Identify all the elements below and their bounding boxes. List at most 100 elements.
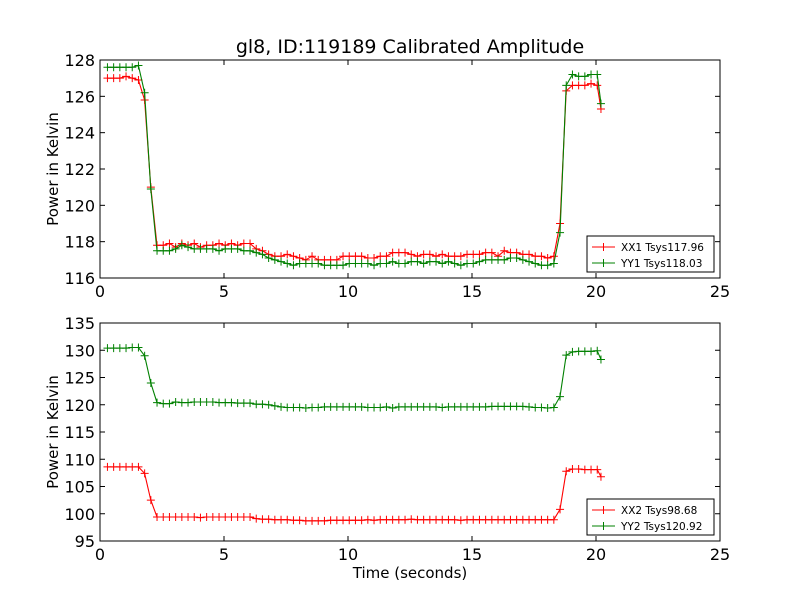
- x-tick-label: 15: [462, 282, 482, 301]
- data-point: [593, 465, 602, 474]
- data-point: [481, 402, 490, 411]
- data-point: [580, 72, 589, 81]
- data-point: [487, 248, 496, 257]
- data-point: [438, 259, 447, 268]
- data-point: [562, 351, 571, 360]
- data-point: [531, 259, 540, 268]
- data-point: [556, 228, 565, 237]
- data-point: [438, 403, 447, 412]
- data-point: [537, 403, 546, 412]
- data-point: [301, 404, 310, 413]
- data-point: [153, 398, 162, 407]
- y-tick-label: 124: [64, 124, 95, 143]
- data-point: [295, 516, 304, 525]
- legend-marker: [599, 243, 608, 251]
- data-point: [370, 516, 379, 525]
- data-point: [388, 257, 397, 266]
- subplot-2: 0 5 10 15 20 25 95 100 105 110 115 120 125 130 135 Powe…: [44, 314, 730, 564]
- data-point: [146, 378, 155, 387]
- y-tick-label: 120: [64, 196, 95, 215]
- data-point: [450, 515, 459, 524]
- data-point: [233, 244, 242, 253]
- data-point: [283, 250, 292, 259]
- data-point: [407, 515, 416, 524]
- data-point: [543, 254, 552, 263]
- data-point: [475, 250, 484, 259]
- data-point: [382, 252, 391, 261]
- data-point: [134, 343, 143, 352]
- data-point: [562, 81, 571, 90]
- legend-label: YY2 Tsys120.92: [620, 521, 702, 533]
- data-point: [339, 261, 348, 270]
- y-tick-label: 115: [64, 423, 95, 442]
- y-axis-label: Power in Kelvin: [44, 375, 62, 489]
- y-tick-label: 120: [64, 396, 95, 415]
- data-point: [407, 250, 416, 259]
- y-tick-label: 110: [64, 450, 95, 469]
- data-point: [314, 259, 323, 268]
- data-point: [277, 402, 286, 411]
- data-point: [357, 402, 366, 411]
- data-point: [122, 72, 131, 81]
- legend-label: XX1 Tsys117.96: [621, 242, 704, 254]
- data-point: [246, 246, 255, 255]
- y-axis-label: Power in Kelvin: [44, 112, 62, 226]
- data-point: [425, 250, 434, 259]
- axes-frame: [99, 322, 721, 542]
- data-point: [401, 259, 410, 268]
- x-tick-label: 15: [462, 545, 482, 564]
- data-point: [363, 259, 372, 268]
- data-point: [518, 255, 527, 264]
- x-axis-label: Time (seconds): [352, 564, 468, 582]
- data-point: [401, 515, 410, 524]
- x-tick-label: 5: [219, 545, 229, 564]
- data-point: [549, 252, 558, 261]
- data-point: [252, 514, 261, 523]
- y-tick-label: 122: [64, 160, 95, 179]
- data-point: [500, 246, 509, 255]
- data-point: [115, 74, 124, 83]
- data-point: [184, 398, 193, 407]
- data-point: [258, 250, 267, 259]
- data-point: [596, 472, 605, 481]
- data-point: [388, 404, 397, 413]
- y-tick-label: 130: [64, 341, 95, 360]
- data-point: [357, 252, 366, 261]
- x-tick-label: 20: [586, 282, 606, 301]
- data-point: [134, 61, 143, 70]
- data-point: [289, 261, 298, 270]
- data-point: [140, 469, 149, 478]
- data-point: [549, 515, 558, 524]
- data-point: [568, 347, 577, 356]
- data-point: [184, 243, 193, 252]
- x-tick-label: 10: [338, 282, 358, 301]
- data-point: [518, 402, 527, 411]
- data-point: [140, 88, 149, 97]
- data-point: [215, 246, 224, 255]
- data-point: [549, 403, 558, 412]
- data-point: [190, 513, 199, 522]
- data-point: [419, 259, 428, 268]
- data-point: [512, 254, 521, 263]
- data-point: [140, 351, 149, 360]
- legend-label: YY1 Tsys118.03: [620, 258, 702, 270]
- legend-label: XX2 Tsys98.68: [621, 505, 697, 517]
- data-point: [574, 465, 583, 474]
- data-point: [134, 75, 143, 84]
- data-point: [543, 404, 552, 413]
- data-point: [320, 516, 329, 525]
- axes-frame: [99, 59, 721, 279]
- data-point: [580, 81, 589, 90]
- x-tick-label: 25: [710, 282, 730, 301]
- y-tick-label: 135: [64, 314, 95, 333]
- data-point: [456, 516, 465, 525]
- data-point: [146, 496, 155, 505]
- y-tick-label: 128: [64, 51, 95, 70]
- data-point: [549, 259, 558, 268]
- data-point: [258, 400, 267, 409]
- data-point: [314, 403, 323, 412]
- legend-marker: [599, 522, 608, 530]
- y-tick-label: 126: [64, 87, 95, 106]
- figure-title: gl8, ID:119189 Calibrated Amplitude: [236, 36, 584, 58]
- legend-marker: [599, 506, 608, 514]
